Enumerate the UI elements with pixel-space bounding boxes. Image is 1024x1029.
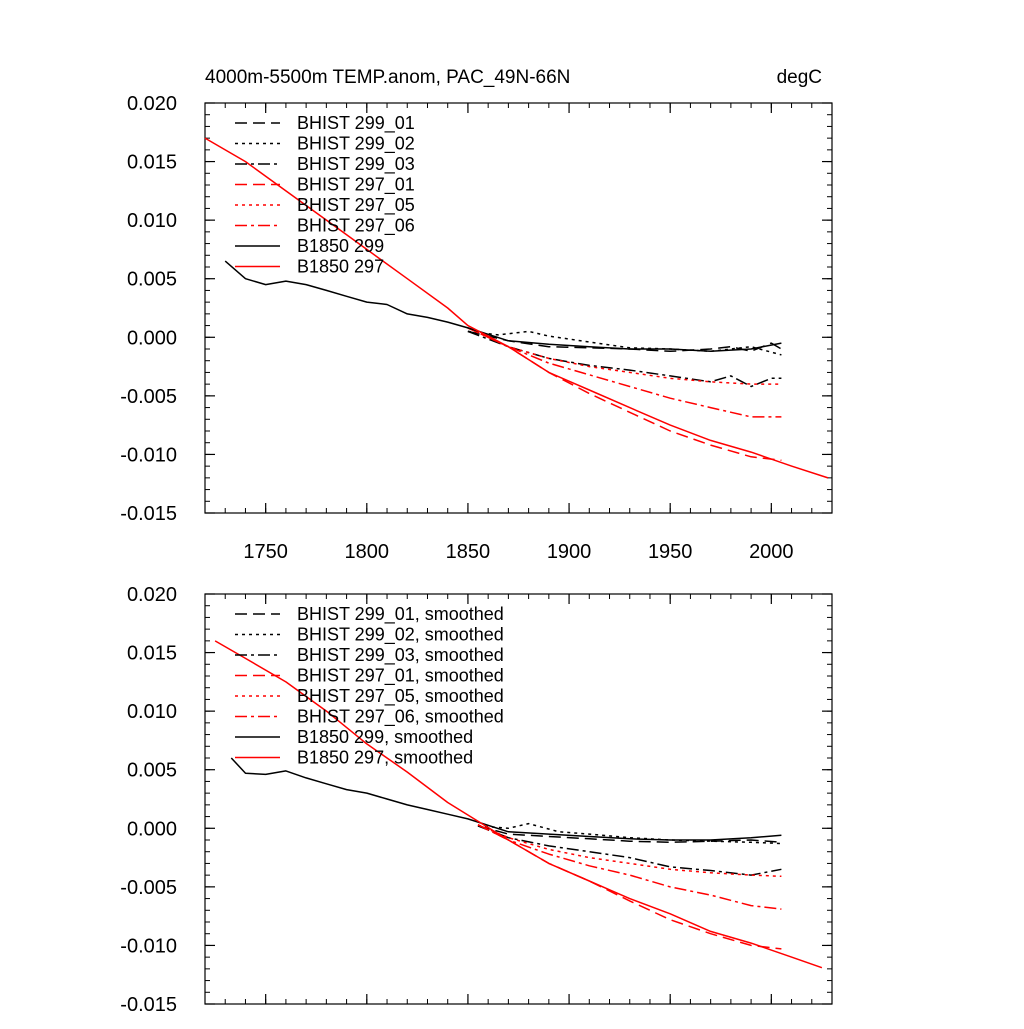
- series-line: [477, 824, 782, 950]
- legend-label: BHIST 299_02: [297, 134, 415, 155]
- legend-label: BHIST 297_06: [297, 216, 415, 237]
- series-line: [477, 825, 782, 844]
- bottom-panel: 0.020 0.015 0.010 0.005 0.000 -0.005 -0.010 -0.…: [120, 584, 833, 1016]
- legend-label: BHIST 297_05: [297, 195, 415, 216]
- legend-label: BHIST 299_01: [297, 113, 415, 134]
- y-tick-label: 0.000: [127, 327, 177, 349]
- y-tick-label: -0.005: [120, 386, 177, 408]
- series-line: [204, 137, 829, 479]
- legend-label: BHIST 297_05, smoothed: [297, 686, 504, 707]
- plot-frame: [204, 102, 833, 514]
- x-tick-label: 1950: [648, 541, 693, 563]
- y-tick-label: 0.015: [127, 152, 177, 174]
- chart-title: 4000m-5500m TEMP.anom, PAC_49N-66N: [205, 67, 570, 88]
- x-tick-label: 1850: [446, 541, 491, 563]
- legend-label: BHIST 299_02, smoothed: [297, 625, 504, 646]
- legend-label: B1850 299: [297, 236, 384, 256]
- x-tick-label: 1750: [243, 541, 288, 563]
- legend-label: BHIST 299_01, smoothed: [297, 604, 504, 625]
- series-line: [224, 260, 782, 353]
- legend-label: BHIST 297_01, smoothed: [297, 666, 504, 687]
- legend-label: BHIST 299_03: [297, 154, 415, 175]
- y-tick-label: 0.010: [127, 210, 177, 232]
- series-line: [477, 822, 782, 845]
- y-tick-label: 0.010: [127, 701, 177, 723]
- y-tick-label: 0.005: [127, 269, 177, 291]
- x-tick-label: 1900: [547, 541, 592, 563]
- x-tick-label: 1800: [345, 541, 390, 563]
- series-line: [477, 824, 782, 910]
- series-line: [467, 327, 782, 462]
- x-tick-label: 2000: [749, 541, 794, 563]
- y-tick-label: 0.005: [127, 760, 177, 782]
- series-line: [467, 327, 782, 418]
- series-line: [230, 757, 782, 841]
- legend-label: BHIST 297_06, smoothed: [297, 707, 504, 728]
- legend-label: BHIST 297_01: [297, 175, 415, 196]
- y-tick-label: -0.005: [120, 877, 177, 899]
- series-line: [467, 327, 782, 385]
- legend-label: B1850 297, smoothed: [297, 748, 473, 768]
- y-tick-label: 0.000: [127, 818, 177, 840]
- y-tick-label: -0.010: [120, 935, 177, 957]
- y-tick-label: 0.020: [127, 584, 177, 606]
- y-tick-label: 0.015: [127, 643, 177, 665]
- units-label: degC: [777, 67, 822, 88]
- y-tick-label: 0.020: [127, 93, 177, 115]
- y-tick-label: -0.015: [120, 503, 177, 525]
- y-tick-label: -0.015: [120, 994, 177, 1016]
- legend-label: BHIST 299_03, smoothed: [297, 645, 504, 666]
- series-line: [467, 330, 782, 388]
- series-line: [467, 330, 782, 353]
- legend-label: B1850 297: [297, 257, 384, 277]
- top-panel: 0.020 0.015 0.010 0.005 0.000 -0.005 -0.010 -0.…: [120, 67, 833, 563]
- series-line: [477, 825, 782, 876]
- plot-frame: [204, 593, 833, 1005]
- y-tick-label: -0.010: [120, 444, 177, 466]
- series-line: [214, 640, 823, 969]
- legend-label: B1850 299, smoothed: [297, 727, 473, 747]
